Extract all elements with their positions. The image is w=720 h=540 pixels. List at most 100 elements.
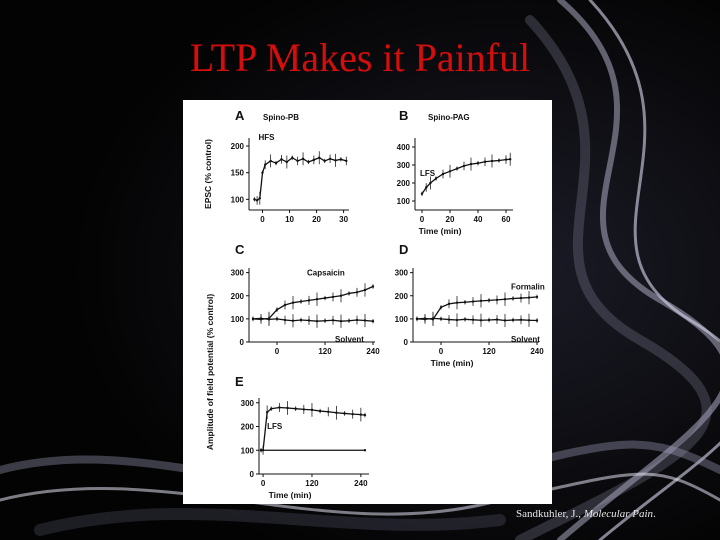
panel-b-series-0-point — [483, 160, 487, 163]
panel-d-ytick-label: 300 — [395, 269, 409, 278]
panel-c-series-1-point — [339, 319, 343, 323]
panel-d-xtick-label: 0 — [439, 347, 444, 356]
panel-d-series-1-point — [471, 318, 475, 321]
panel-d-series-0-point — [527, 296, 531, 299]
panel-e-series-0-point — [302, 408, 306, 411]
panel-b-xtick-label: 60 — [502, 215, 511, 224]
panel-c-ytick-label: 0 — [240, 338, 245, 347]
panel-c-series-1-point — [307, 319, 311, 322]
panel-c-series-0-line — [252, 285, 374, 320]
panel-a-series-0-point — [301, 157, 305, 160]
panel-d-series-0-point — [487, 299, 491, 302]
panel-e-series-1-point — [259, 449, 263, 452]
panel-a-series-0-point — [253, 198, 256, 201]
slide-title: LTP Makes it Painful — [189, 35, 531, 80]
panel-d-series-0-point — [479, 299, 483, 303]
panel-a-series-0-point — [334, 159, 337, 162]
panel-b-title: Spino-PAG — [428, 113, 470, 122]
panel-d-series-1-point — [503, 319, 507, 322]
panel-c-xtick-label: 240 — [366, 347, 380, 356]
panel-a-series-0-point — [318, 156, 321, 159]
panel-d-series-1-point — [535, 319, 539, 322]
panel-d-ytick-label: 200 — [395, 292, 409, 301]
panel-a-ylabel: EPSC (% control) — [203, 139, 213, 209]
panel-d-series-1-point — [487, 318, 491, 322]
panel-e-ytick-label: 300 — [241, 399, 255, 408]
panel-a-ytick-label: 150 — [231, 169, 245, 178]
panel-e-series-0-point — [335, 411, 338, 414]
panel-d-series-1-point — [519, 318, 523, 321]
panel-a-series-0-line — [254, 156, 347, 202]
panel-b-annotation: LFS — [420, 169, 436, 178]
panel-d-series-1-point — [527, 319, 531, 322]
panel-e-series-0-point — [363, 413, 367, 417]
panel-a-series-0-point — [280, 158, 283, 161]
panel-c-annotation: Capsaicin — [307, 269, 345, 278]
panel-c-label: C — [235, 242, 245, 257]
panel-d-series-1-point — [495, 318, 499, 321]
panel-b-series-0-point — [497, 159, 501, 162]
panel-b-series-0-point — [429, 181, 432, 185]
panel-e-series-0-line — [261, 406, 366, 451]
panel-c-series-1-point — [347, 319, 351, 322]
panel-a-series-0-point — [339, 158, 343, 161]
shared-ylabel: Amplitude of field potential (% control) — [205, 294, 215, 450]
panel-b-series-0-point — [434, 177, 438, 180]
panel-c-series-1-point — [283, 318, 287, 322]
panel-c-xtick-label: 0 — [275, 347, 280, 356]
panel-d-annotation: Solvent — [511, 335, 540, 344]
panel-a-series-0-point — [345, 159, 348, 163]
panel-c-series-0-point — [283, 303, 287, 307]
panel-d-series-1-point — [423, 318, 427, 321]
panel-d-series-1-point — [511, 318, 515, 322]
panel-a-series-0-point — [274, 161, 278, 165]
panel-d-ytick-label: 0 — [404, 338, 409, 347]
panel-d-series-0-point — [511, 297, 515, 300]
panel-e-ytick-label: 200 — [241, 423, 255, 432]
panel-d-series-1-point — [415, 317, 419, 321]
panel-c-ytick-label: 200 — [231, 292, 245, 301]
panel-d-series-0-point — [519, 296, 523, 300]
panel-d-xtick-label: 120 — [482, 347, 496, 356]
panel-a-series-0-point — [296, 159, 299, 163]
panel-c-series-1-point — [291, 319, 295, 322]
panel-e-series-0-point — [318, 409, 322, 413]
panel-e-series-0-point — [265, 411, 269, 414]
panel-c-series-0-point — [299, 300, 303, 303]
panel-b-series-0-point — [504, 158, 508, 161]
panel-a-xtick-label: 10 — [285, 215, 294, 224]
panel-d-xtick-label: 240 — [530, 347, 544, 356]
panel-b-series-0-point — [441, 172, 445, 176]
panel-c-series-0-point — [355, 291, 359, 294]
panel-d-series-0-point — [463, 301, 467, 304]
panel-c-series-1-point — [275, 317, 279, 321]
panel-d-series-1-point — [455, 318, 459, 322]
panel-c-series-1-point — [251, 317, 255, 321]
citation: Sandkuhler, J., Molecular Pain. — [516, 508, 656, 520]
figure-panel: A Spino-PB 100 150 200 0 10 20 30 HFS EPSC (% cont… — [183, 100, 552, 504]
panel-e-ytick-label: 0 — [250, 470, 255, 479]
panel-b-ytick-label: 300 — [397, 161, 411, 170]
panel-d-series-0-point — [447, 302, 451, 306]
panel-c-series-1-point — [299, 318, 303, 322]
panel-e-series-0-point — [286, 406, 289, 410]
panel-c-series-0-point — [315, 298, 319, 301]
panel-d-ytick-label: 100 — [395, 315, 409, 324]
panel-a-series-0-point — [323, 159, 326, 163]
panel-c-ytick-label: 300 — [231, 269, 245, 278]
panel-e-series-1-point — [363, 449, 367, 452]
panel-d-series-1-point — [463, 318, 467, 321]
panel-a-series-0-point — [291, 156, 294, 159]
panel-a-xtick-label: 30 — [339, 215, 348, 224]
panel-e-xtick-label: 0 — [261, 479, 266, 488]
panel-c-annotation: Solvent — [335, 335, 364, 344]
citation-journal: Molecular Pain — [583, 508, 654, 520]
panel-b-series-0-point — [509, 158, 512, 161]
panel-c-series-0-point — [339, 294, 343, 297]
panel-a-ytick-label: 100 — [231, 195, 245, 204]
panel-b-series-0-point — [469, 162, 473, 166]
panel-c-series-0-point — [307, 299, 311, 302]
panel-c-series-1-point — [371, 319, 375, 323]
panel-c-series-1-point — [331, 319, 335, 322]
panel-d-series-1-line — [416, 317, 538, 322]
